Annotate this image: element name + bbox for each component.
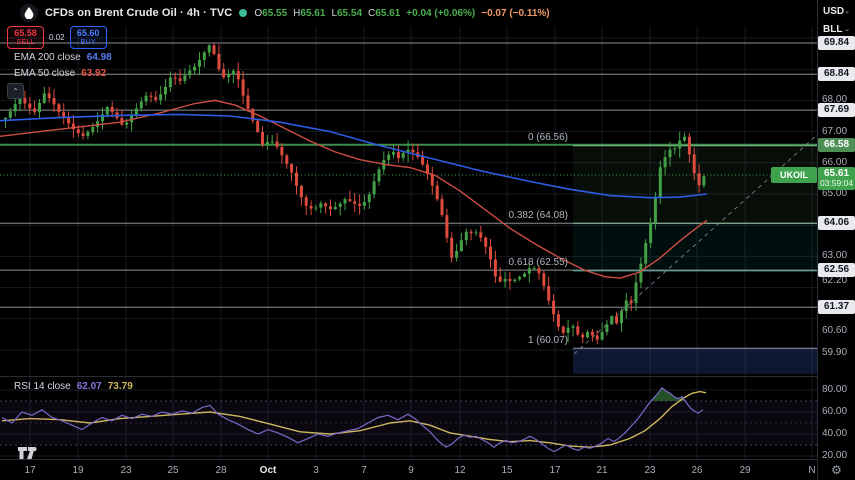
time-axis-label: 26: [691, 465, 703, 476]
price-axis-label: 63.00: [822, 250, 848, 262]
time-axis-label: Oct: [259, 465, 277, 476]
rsi-axis-label: 60.00: [822, 406, 848, 417]
chevron-down-icon: ⌄: [844, 8, 850, 15]
price-axis-label: 62.20: [822, 275, 848, 287]
price-axis-label: 68.00: [822, 94, 848, 106]
time-axis-label: 29: [739, 465, 751, 476]
buy-button[interactable]: 65.60 BUY: [69, 26, 107, 49]
green-level-badge: 66.58: [818, 137, 855, 152]
price-level-badge: 62.56: [818, 263, 855, 278]
symbol-price-tag: UKOIL: [771, 167, 817, 183]
high-value: 65.61: [300, 7, 326, 19]
price-level-badge: 67.69: [818, 103, 855, 118]
price-axis-label: 65.00: [822, 188, 848, 199]
time-axis[interactable]: 17 19 23 25 28 Oct 3 7 9 12 15 17 21 23 26 29 N: [0, 459, 817, 480]
price-axis-label: 66.00: [822, 156, 848, 168]
rsi-axis-label: 80.00: [822, 384, 848, 395]
time-axis-label: N: [808, 465, 816, 476]
symbol-title[interactable]: CFDs on Brent Crude Oil · 4h · TVC: [45, 7, 233, 19]
price-axis-label: 59.90: [822, 347, 848, 359]
market-status-icon: [239, 9, 248, 17]
time-axis-label: 9: [408, 465, 414, 476]
time-axis-label: 12: [454, 465, 466, 476]
collapse-pane-button[interactable]: ⌃: [7, 83, 24, 99]
rsi-value: 62.07: [76, 381, 102, 392]
unit-selector[interactable]: BLL ⌄: [823, 23, 850, 35]
close-value: 65.61: [375, 7, 401, 19]
rsi-legend[interactable]: RSI 14 close 62.07 73.79: [14, 381, 133, 392]
time-axis-label: 23: [120, 465, 132, 476]
open-value: 65.55: [262, 7, 288, 19]
time-axis-label: 25: [167, 465, 179, 476]
time-axis-label: 17: [24, 465, 36, 476]
current-price-badge: 65.61 03:59:04: [818, 166, 855, 191]
price-level-badge: 68.84: [818, 67, 855, 82]
time-axis-label: 15: [501, 465, 513, 476]
fib-level-label: 1 (60.07): [527, 334, 568, 346]
ema50-legend[interactable]: EMA 50 close 63.92: [14, 68, 107, 79]
fib-level-label: 0.618 (62.55): [508, 257, 569, 269]
spread-value: 0.02: [49, 33, 65, 42]
price-level-badge: 69.84: [818, 35, 855, 50]
rsi-axis-label: 20.00: [822, 450, 848, 461]
ema200-value: 64.98: [86, 52, 112, 63]
fib-level-label: 0 (66.56): [527, 132, 568, 144]
time-axis-label: 28: [215, 465, 227, 476]
price-axis-label: 60.60: [822, 325, 848, 337]
change-percent-value: −0.07 (−0.11%): [481, 7, 550, 19]
tradingview-logo[interactable]: [16, 445, 42, 466]
change-value: +0.04 (+0.06%): [406, 7, 476, 19]
time-axis-label: 21: [596, 465, 608, 476]
time-axis-label: 23: [644, 465, 656, 476]
price-axis[interactable]: USD ⌄ BLL ⌄ 68.00 67.00 66.00 65.00 63.00 62.20…: [817, 0, 855, 480]
oil-drop-icon: [20, 4, 38, 22]
time-axis-label: 7: [361, 465, 367, 476]
price-level-badge: 61.37: [818, 300, 855, 315]
fib-level-label: 0.382 (64.08): [508, 209, 569, 221]
time-axis-label: 17: [549, 465, 561, 476]
rsi-axis-label: 40.00: [822, 428, 848, 439]
ema50-value: 63.92: [81, 68, 107, 79]
sell-button[interactable]: 65.58 SELL: [7, 26, 44, 49]
low-value: 65.54: [337, 7, 363, 19]
trade-buttons: 65.58 SELL 0.02 65.60 BUY: [7, 26, 107, 49]
time-axis-label: 19: [72, 465, 84, 476]
currency-selector[interactable]: USD ⌄: [823, 5, 850, 17]
chevron-down-icon: ⌄: [844, 26, 850, 33]
ohlc-values: O65.55 H65.61 L65.54 C65.61 +0.04 (+0.06…: [254, 7, 550, 19]
symbol-legend[interactable]: CFDs on Brent Crude Oil · 4h · TVC O65.5…: [20, 3, 550, 23]
price-level-badge: 64.06: [818, 216, 855, 231]
axis-settings-gear-icon[interactable]: ⚙: [831, 463, 842, 477]
price-axis-label: 67.00: [822, 125, 848, 137]
time-axis-label: 3: [313, 465, 319, 476]
rsi-ma-value: 73.79: [107, 381, 133, 392]
ema200-legend[interactable]: EMA 200 close 64.98: [14, 52, 112, 63]
